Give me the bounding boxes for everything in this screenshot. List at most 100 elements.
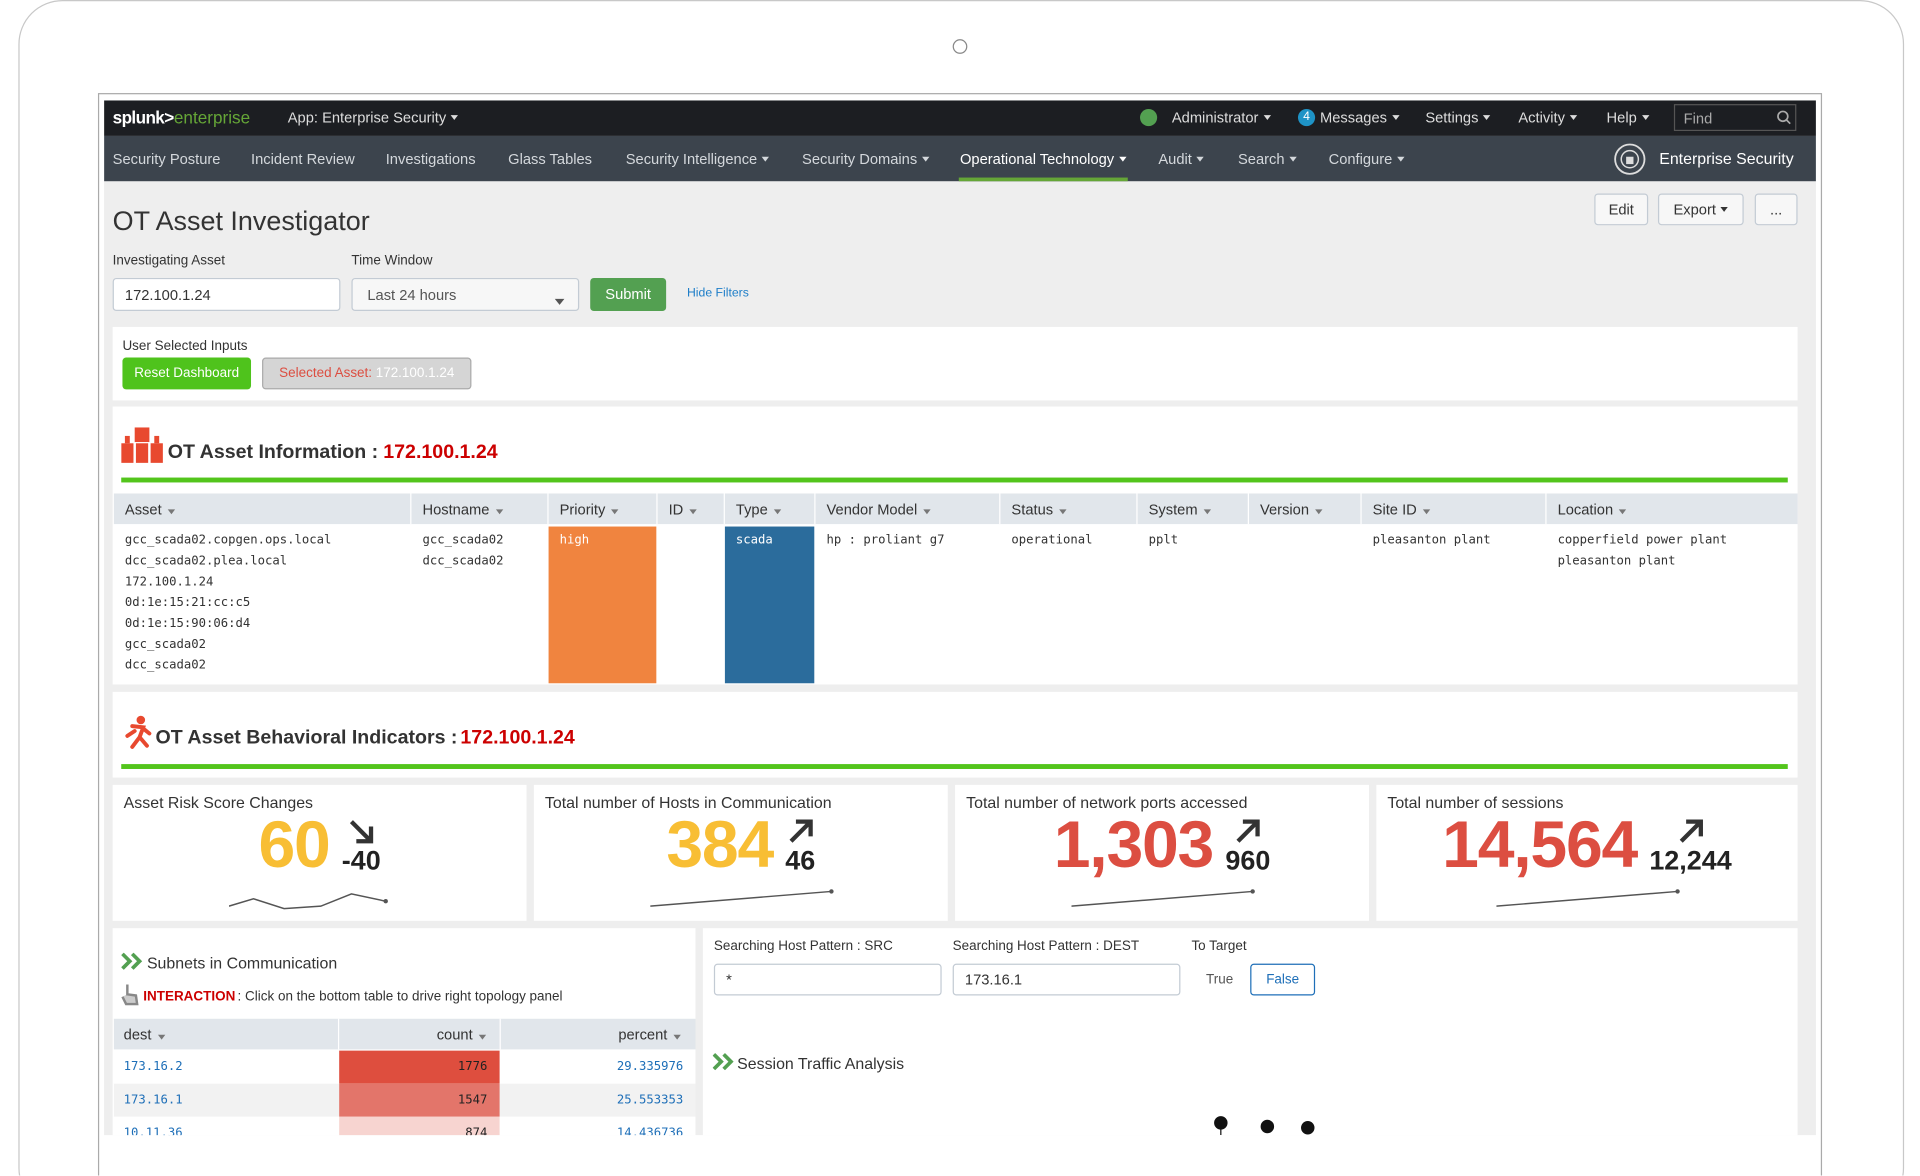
subnet-cell: 1776 <box>457 1060 488 1074</box>
sparkline <box>228 889 413 913</box>
kpi-value: 14,564 <box>1442 808 1638 882</box>
asset-input[interactable]: 172.100.1.24 <box>112 277 341 312</box>
table-cell: pleasanton plant <box>1372 533 1491 548</box>
table-cell: dcc_scada02 <box>422 554 504 569</box>
subnet-row[interactable] <box>113 1116 696 1136</box>
column-header[interactable]: count <box>339 1026 486 1043</box>
page-title: OT Asset Investigator <box>112 205 370 237</box>
submit-button[interactable]: Submit <box>590 277 667 312</box>
nav-item[interactable]: Investigations <box>385 150 476 168</box>
kpi-delta: 12,244 <box>1649 844 1732 876</box>
column-header[interactable]: Type <box>736 501 781 518</box>
asset-title-value: 172.100.1.24 <box>383 442 498 463</box>
table-cell: copperfield power plant <box>1557 533 1728 548</box>
nav-item[interactable]: Configure <box>1329 151 1405 168</box>
dest-input[interactable]: 173.16.1 <box>952 963 1181 996</box>
column-header[interactable]: Site ID <box>1373 501 1431 518</box>
top-menu[interactable]: Activity <box>1518 109 1577 126</box>
src-input[interactable]: * <box>713 963 942 996</box>
column-header[interactable]: System <box>1149 501 1211 518</box>
trend-arrow <box>1234 818 1261 845</box>
top-menu[interactable]: Settings <box>1425 109 1490 126</box>
hide-filters[interactable]: Hide Filters <box>686 286 749 301</box>
target-option[interactable]: False <box>1250 963 1316 996</box>
app-menu[interactable]: App: Enterprise Security <box>288 109 459 126</box>
count-heat <box>339 1050 500 1084</box>
kpi-panel <box>112 784 527 921</box>
time-select[interactable]: Last 24 hours <box>351 277 580 312</box>
kpi-delta-box: 960 <box>1225 818 1270 877</box>
column-header[interactable]: dest <box>124 1026 165 1043</box>
priority-cell <box>548 526 657 684</box>
reset-button[interactable]: Reset Dashboard <box>122 357 252 390</box>
kpi-label: Total number of Hosts in Communication <box>544 793 832 812</box>
nav-item[interactable]: Incident Review <box>251 150 355 168</box>
trend-arrow-svg <box>1679 819 1703 843</box>
column-header[interactable]: Vendor Model <box>827 501 931 518</box>
nav-item[interactable]: Security Domains <box>802 151 929 168</box>
page-button[interactable]: Edit <box>1594 193 1649 226</box>
trend-arrow-svg <box>349 820 374 844</box>
asset-table-header <box>113 493 1798 525</box>
nav-item[interactable]: Search <box>1238 151 1297 168</box>
kpi-delta: 960 <box>1225 844 1271 876</box>
brand-name: Enterprise Security <box>1659 149 1794 168</box>
dest-label: Searching Host Pattern : DEST <box>952 939 1140 954</box>
topology-panel <box>702 928 1798 1136</box>
subnets-title: Subnets in Communication <box>146 953 338 973</box>
top-menu[interactable]: Messages <box>1320 109 1399 126</box>
selected-label: Selected Asset: <box>279 366 373 381</box>
table-cell: gcc_scada02 <box>422 533 504 548</box>
target-option[interactable]: True <box>1205 972 1234 987</box>
column-header[interactable]: Asset <box>125 501 175 518</box>
asset-icon <box>121 427 164 464</box>
nav-item[interactable]: Operational Technology <box>960 151 1126 168</box>
table-cell: pplt <box>1148 533 1179 548</box>
page-button[interactable]: ... <box>1754 193 1798 226</box>
top-menu[interactable]: Help <box>1607 109 1649 126</box>
column-separator <box>1136 493 1138 525</box>
sparkline-svg <box>1071 889 1255 907</box>
trend-arrow-svg <box>788 819 813 843</box>
subnet-cell[interactable]: 10.11.36 <box>123 1126 183 1136</box>
interaction-text: : Click on the bottom table to drive rig… <box>237 989 563 1005</box>
selected-value: 172.100.1.24 <box>375 366 455 381</box>
asset-divider <box>121 477 1788 483</box>
subnet-cell: 14.436736 <box>616 1126 684 1136</box>
column-separator <box>547 493 549 525</box>
kpi-group: 14,564 12,244 <box>1376 808 1797 881</box>
column-header[interactable]: Hostname <box>422 501 502 518</box>
nav-item[interactable]: Security Posture <box>112 150 221 168</box>
subnet-cell[interactable]: 173.16.2 <box>123 1060 183 1074</box>
kpi-delta-box: -40 <box>342 818 381 877</box>
sparkline-svg <box>1496 889 1680 907</box>
kpi-delta: -40 <box>341 844 381 876</box>
nav-active-underline <box>958 177 1128 182</box>
kpi-label: Total number of network ports accessed <box>966 793 1248 812</box>
column-header[interactable]: ID <box>669 501 697 518</box>
table-cell: hp : proliant g7 <box>826 533 945 548</box>
message-badge: 4 <box>1297 108 1316 127</box>
target-label: To Target <box>1191 939 1247 954</box>
nav-item[interactable]: Glass Tables <box>508 150 593 168</box>
nav-item[interactable]: Audit <box>1158 151 1204 168</box>
runner-icon <box>121 715 153 749</box>
nav-item[interactable]: Security Intelligence <box>626 151 770 168</box>
page-button[interactable]: Export <box>1657 193 1744 226</box>
find-box[interactable]: Find <box>1673 104 1797 132</box>
column-header[interactable]: Version <box>1260 501 1322 518</box>
sparkline <box>650 889 834 913</box>
top-menu[interactable]: Administrator <box>1172 109 1271 126</box>
priority-cell <box>724 526 815 684</box>
column-header[interactable]: Status <box>1011 501 1066 518</box>
status-dot <box>1140 108 1158 127</box>
column-header[interactable]: Location <box>1558 501 1627 518</box>
topology-nodes <box>1206 1108 1328 1136</box>
subnet-cell[interactable]: 173.16.1 <box>123 1093 183 1107</box>
kpi-delta-box: 12,244 <box>1649 818 1732 877</box>
kpi-group: 60 -40 <box>113 808 527 881</box>
column-header[interactable]: Priority <box>560 501 619 518</box>
chevrons-svg <box>121 952 143 970</box>
column-header[interactable]: percent <box>501 1026 681 1043</box>
